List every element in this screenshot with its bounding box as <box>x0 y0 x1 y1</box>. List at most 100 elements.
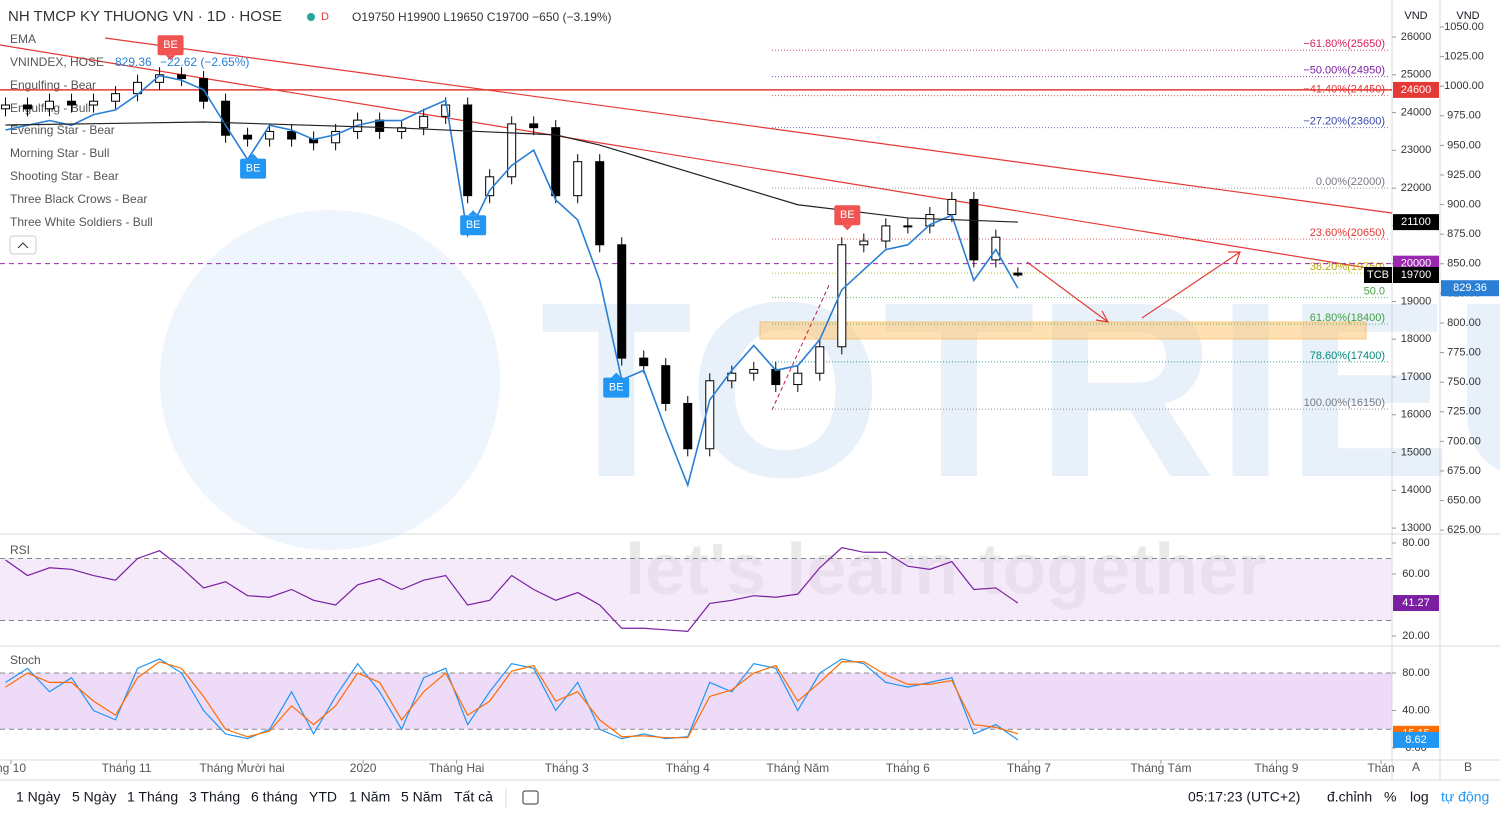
x-tick-label: Tháng Hai <box>429 761 484 775</box>
candle-body <box>639 357 649 367</box>
candle-body <box>749 368 759 374</box>
fib-trend <box>771 282 831 411</box>
fib-label: 78.60%(17400) <box>1310 350 1385 362</box>
axis-button[interactable]: B <box>1464 760 1472 774</box>
x-tick-label: Tháng 9 <box>1254 761 1298 775</box>
candle-body <box>1013 272 1023 276</box>
fib-label: 0.00%(22000) <box>1316 176 1385 188</box>
pattern-item: Morning Star - Bull <box>10 146 109 160</box>
y-tick-label: 25000 <box>1401 69 1432 81</box>
y-tick-label: 40.00 <box>1402 704 1430 716</box>
range-button[interactable]: Tất cả <box>454 789 493 805</box>
candle-body <box>507 123 517 178</box>
candle-body <box>529 123 539 129</box>
arrows <box>1026 251 1241 323</box>
y-tick-label: 950.00 <box>1447 139 1481 151</box>
candle-body <box>793 372 803 386</box>
axis-button[interactable]: A <box>1412 760 1420 774</box>
pattern-legend: Engulfing - Bear Engulfing - Bull Evenin… <box>10 78 153 229</box>
x-tick-label: Thán <box>1367 761 1394 775</box>
y-tick-label: 1000.00 <box>1444 80 1484 92</box>
candle-body <box>617 244 627 359</box>
symbol-tag <box>1364 266 1392 283</box>
watermark-logo <box>160 210 500 550</box>
range-button[interactable]: 3 Tháng <box>189 789 240 805</box>
candle-body <box>287 130 297 140</box>
price-tag-label: 24600 <box>1401 84 1432 96</box>
signal-pointer <box>611 372 622 378</box>
trendline <box>104 37 1393 214</box>
candle-body <box>45 100 55 110</box>
price-tag-label: 20000 <box>1401 258 1432 270</box>
price-tag <box>1441 280 1499 297</box>
option-button[interactable]: đ.chỉnh <box>1327 789 1372 805</box>
price-tag <box>1393 81 1439 98</box>
axis-unit: VND <box>1404 10 1427 22</box>
candle-body <box>89 100 99 106</box>
pattern-item: Three White Soldiers - Bull <box>10 215 153 229</box>
y-tick-label: 875.00 <box>1447 228 1481 240</box>
ohlc: O19750 H19900 L19650 C19700 −650 (−3.19%… <box>352 10 612 24</box>
y-tick-label: 15000 <box>1401 446 1432 458</box>
y-tick-label: 60.00 <box>1402 568 1430 580</box>
signal-label: BE <box>163 39 178 51</box>
series-line <box>5 546 1019 632</box>
range-button[interactable]: 1 Ngày <box>16 789 60 805</box>
y-tick-label: 80.00 <box>1402 667 1430 679</box>
range-button[interactable]: 5 Năm <box>401 789 442 805</box>
price-tag <box>1393 214 1439 231</box>
x-tick-label: ng 10 <box>0 761 26 775</box>
trendline <box>0 44 1393 273</box>
series-line <box>5 121 1018 223</box>
candle-body <box>859 240 869 246</box>
candle-body <box>925 214 935 227</box>
y-tick-label: 17000 <box>1401 371 1432 383</box>
candle-body <box>771 368 781 386</box>
band <box>0 673 1392 730</box>
option-button[interactable]: % <box>1384 789 1396 805</box>
candle-body <box>881 225 891 242</box>
range-button[interactable]: 1 Năm <box>349 789 390 805</box>
collapse-button[interactable] <box>9 235 37 255</box>
series-line <box>5 661 1019 739</box>
toolbar: 1 Ngày 5 Ngày 1 Tháng 3 Tháng 6 tháng YT… <box>16 788 1489 808</box>
symbol-title: NH TMCP KY THUONG VN · 1D · HOSE <box>8 8 282 25</box>
candle-body <box>595 161 605 246</box>
y-tick-label: 650.00 <box>1447 494 1481 506</box>
candle-body <box>815 346 825 374</box>
range-button[interactable]: 6 tháng <box>251 789 298 805</box>
range-button[interactable]: YTD <box>309 789 337 805</box>
x-tick-label: Tháng 3 <box>545 761 589 775</box>
price-tag-label: 21100 <box>1401 216 1431 228</box>
price-tag <box>1393 266 1439 283</box>
candle-body <box>683 402 693 450</box>
y-tick-label: 775.00 <box>1447 346 1481 358</box>
option-button[interactable]: log <box>1410 789 1429 805</box>
y-tick-label: 20.00 <box>1402 630 1430 642</box>
fib-label: −50.00%(24950) <box>1303 65 1385 77</box>
signal-marker <box>603 377 630 398</box>
legend-index-change: −22.62 (−2.65%) <box>160 55 249 69</box>
interval-badge: D <box>321 11 329 23</box>
range-button[interactable]: 5 Ngày <box>72 789 116 805</box>
series-line <box>5 658 1019 741</box>
y-tick-label: 800.00 <box>1447 317 1481 329</box>
option-button[interactable]: tự động <box>1441 789 1489 805</box>
pattern-item: Engulfing - Bear <box>10 78 96 92</box>
signal-pointer <box>248 153 259 159</box>
y-tick-label: 850.00 <box>1447 258 1481 270</box>
signal-marker <box>157 35 184 56</box>
band <box>0 558 1392 621</box>
x-tick-label: Tháng 11 <box>102 761 152 775</box>
x-tick-label: Tháng 6 <box>886 761 930 775</box>
y-tick-label: 1050.00 <box>1444 21 1484 33</box>
range-button[interactable]: 1 Tháng <box>127 789 178 805</box>
date-range-icon[interactable] <box>522 790 539 805</box>
y-tick-label: 925.00 <box>1447 169 1481 181</box>
candle-body <box>551 127 561 197</box>
pane-borders <box>0 0 1500 781</box>
candle-body <box>265 130 275 140</box>
fib-label: 61.80%(18400) <box>1310 312 1385 324</box>
x-tick-label: Tháng 7 <box>1007 761 1051 775</box>
